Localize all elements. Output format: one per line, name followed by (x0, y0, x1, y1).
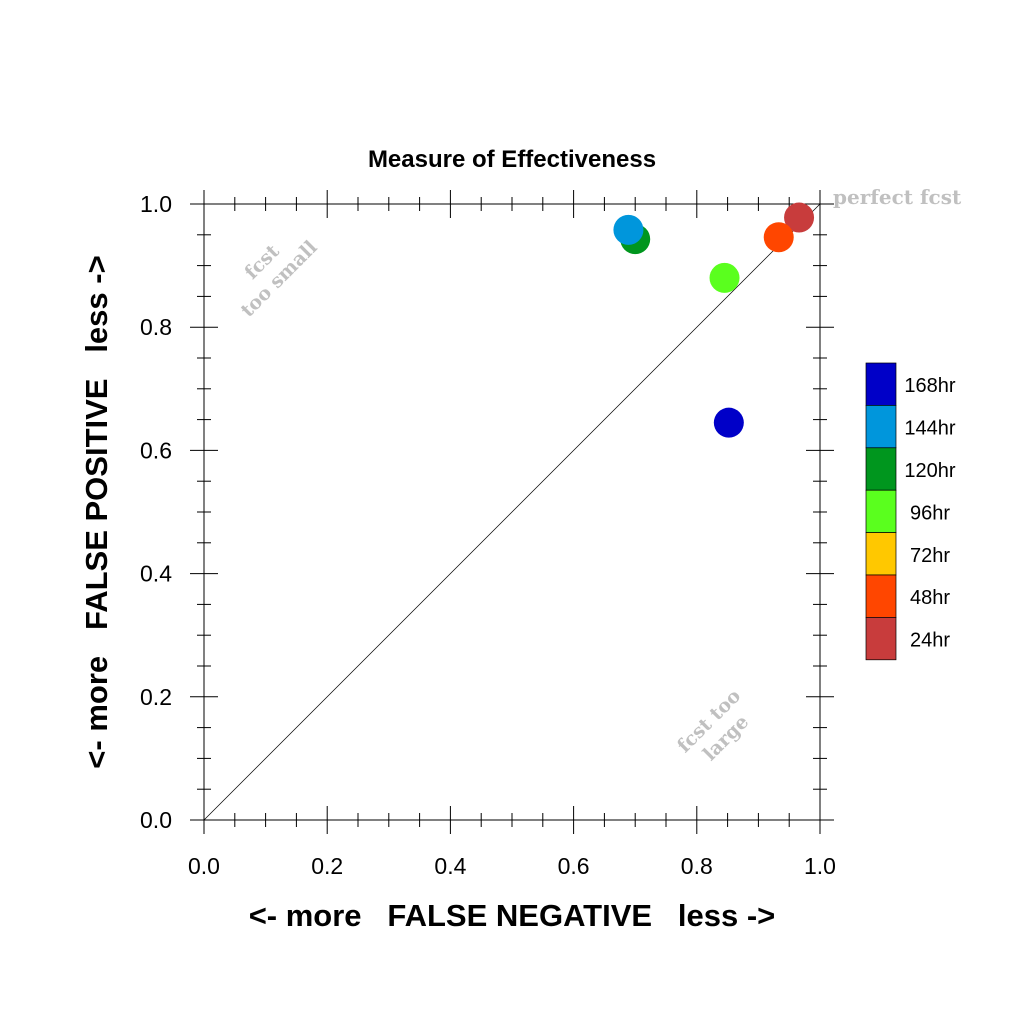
x-axis-label: <- more FALSE NEGATIVE less -> (249, 898, 776, 933)
y-tick-label: 0.4 (140, 561, 172, 587)
x-tick-label: 0.8 (681, 853, 713, 879)
data-points (613, 202, 815, 438)
data-point-96hr (709, 262, 740, 293)
legend: 168hr 144hr 120hr 96hr 72hr 48hr 24hr (865, 362, 956, 661)
legend-swatch-24hr (865, 617, 897, 661)
x-tick-label: 0.4 (434, 853, 466, 879)
axis-ticks (190, 190, 834, 834)
legend-swatch-144hr (865, 405, 897, 449)
annotation-too-small: fcst too small (237, 237, 322, 322)
legend-swatch-72hr (865, 532, 897, 576)
data-point-48hr (763, 222, 794, 253)
y-axis-label: <- more FALSE POSITIVE less -> (79, 255, 114, 768)
data-point-144hr (613, 214, 644, 245)
legend-label-168hr: 168hr (904, 375, 955, 397)
y-tick-label: 0.6 (140, 437, 172, 463)
legend-label-72hr: 72hr (910, 545, 950, 567)
data-point-168hr (713, 407, 744, 438)
y-tick-label: 1.0 (140, 191, 172, 217)
y-tick-labels: 0.0 0.2 0.4 0.6 0.8 1.0 (140, 191, 172, 833)
x-tick-labels: 0.0 0.2 0.4 0.6 0.8 1.0 (188, 853, 836, 879)
legend-swatch-168hr (865, 362, 897, 406)
y-tick-label: 0.0 (140, 807, 172, 833)
annotation-perfect-fcst: perfect fcst (833, 185, 962, 209)
y-tick-label: 0.2 (140, 684, 172, 710)
legend-label-96hr: 96hr (910, 502, 950, 524)
legend-label-48hr: 48hr (910, 587, 950, 609)
legend-label-144hr: 144hr (904, 418, 955, 440)
legend-swatch-96hr (865, 489, 897, 533)
annotation-too-small-line2: too small (237, 237, 322, 322)
data-point-24hr (784, 202, 815, 233)
x-tick-label: 0.0 (188, 853, 220, 879)
legend-swatch-120hr (865, 447, 897, 491)
diagonal-reference-line (203, 203, 821, 821)
x-tick-label: 0.2 (311, 853, 343, 879)
legend-swatch-48hr (865, 574, 897, 618)
annotation-too-large: fcst too large (673, 685, 753, 765)
y-tick-label: 0.8 (140, 314, 172, 340)
x-tick-label: 0.6 (558, 853, 590, 879)
x-tick-label: 1.0 (804, 853, 836, 879)
legend-label-24hr: 24hr (910, 630, 950, 652)
legend-label-120hr: 120hr (904, 460, 955, 482)
chart-title: Measure of Effectiveness (368, 146, 656, 173)
